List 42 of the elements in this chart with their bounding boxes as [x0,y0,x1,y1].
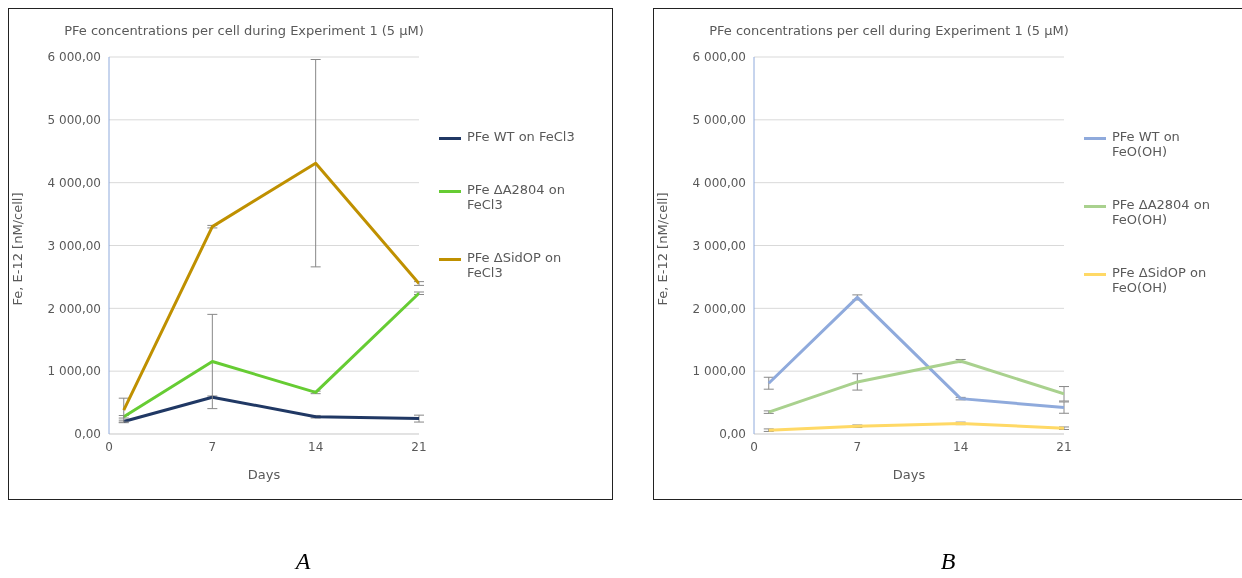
text: A [293,548,312,575]
text: B [939,548,957,575]
y-tick-label: 1 000,00 [692,364,746,379]
y-tick-label: 5 000,00 [692,113,746,128]
y-tick-label: 3 000,00 [692,238,746,253]
y-tick-label: 5 000,00 [47,113,101,128]
x-tick-label: 7 [208,439,217,454]
y-tick-label: 3 000,00 [47,238,101,253]
x-tick-label: 14 [308,439,324,454]
chart-title: PFe concentrations per cell during Experiment 1 (5 µM) [708,23,1070,38]
y-tick-label: 6 000,00 [47,50,101,65]
line-series [122,161,419,412]
x-axis-title: Days [247,467,281,482]
y-tick-label: 2 000,00 [47,301,101,316]
x-tick-label: 21 [1056,439,1072,454]
x-tick-label: 14 [953,439,969,454]
line-series [122,291,419,419]
chart-title: PFe concentrations per cell during Experiment 1 (5 µM) [63,23,425,38]
y-tick-label: 6 000,00 [692,50,746,65]
x-tick-label: 21 [411,439,427,454]
legend-label: PFe WT on FeCl3 [467,129,575,144]
line-series [767,421,1064,432]
y-axis-title: Fe, E-12 [nM/cell] [654,192,670,306]
line-series [122,395,419,423]
x-tick-label: 7 [853,439,862,454]
legend-label: PFe ΔSidOP on FeCl3 [467,250,563,280]
legend-label: PFe ΔA2804 on FeO(OH) [1112,197,1211,227]
x-tick-label: 0 [750,439,758,454]
y-tick-label: 1 000,00 [47,364,101,379]
legend-label: PFe ΔSidOP on FeO(OH) [1112,265,1208,295]
line-series [767,295,1064,410]
legend-label: PFe ΔA2804 on FeCl3 [467,182,566,212]
legend-label: PFe WT on FeO(OH) [1112,129,1181,159]
y-tick-label: 2 000,00 [692,301,746,316]
y-tick-label: 4 000,00 [692,175,746,190]
x-tick-label: 0 [105,439,113,454]
y-tick-label: 4 000,00 [47,175,101,190]
line-series [767,359,1064,414]
y-axis-title: Fe, E-12 [nM/cell] [9,192,25,306]
y-tick-label: 0,00 [74,427,101,442]
y-tick-label: 0,00 [719,427,746,442]
x-axis-title: Days [892,467,926,482]
